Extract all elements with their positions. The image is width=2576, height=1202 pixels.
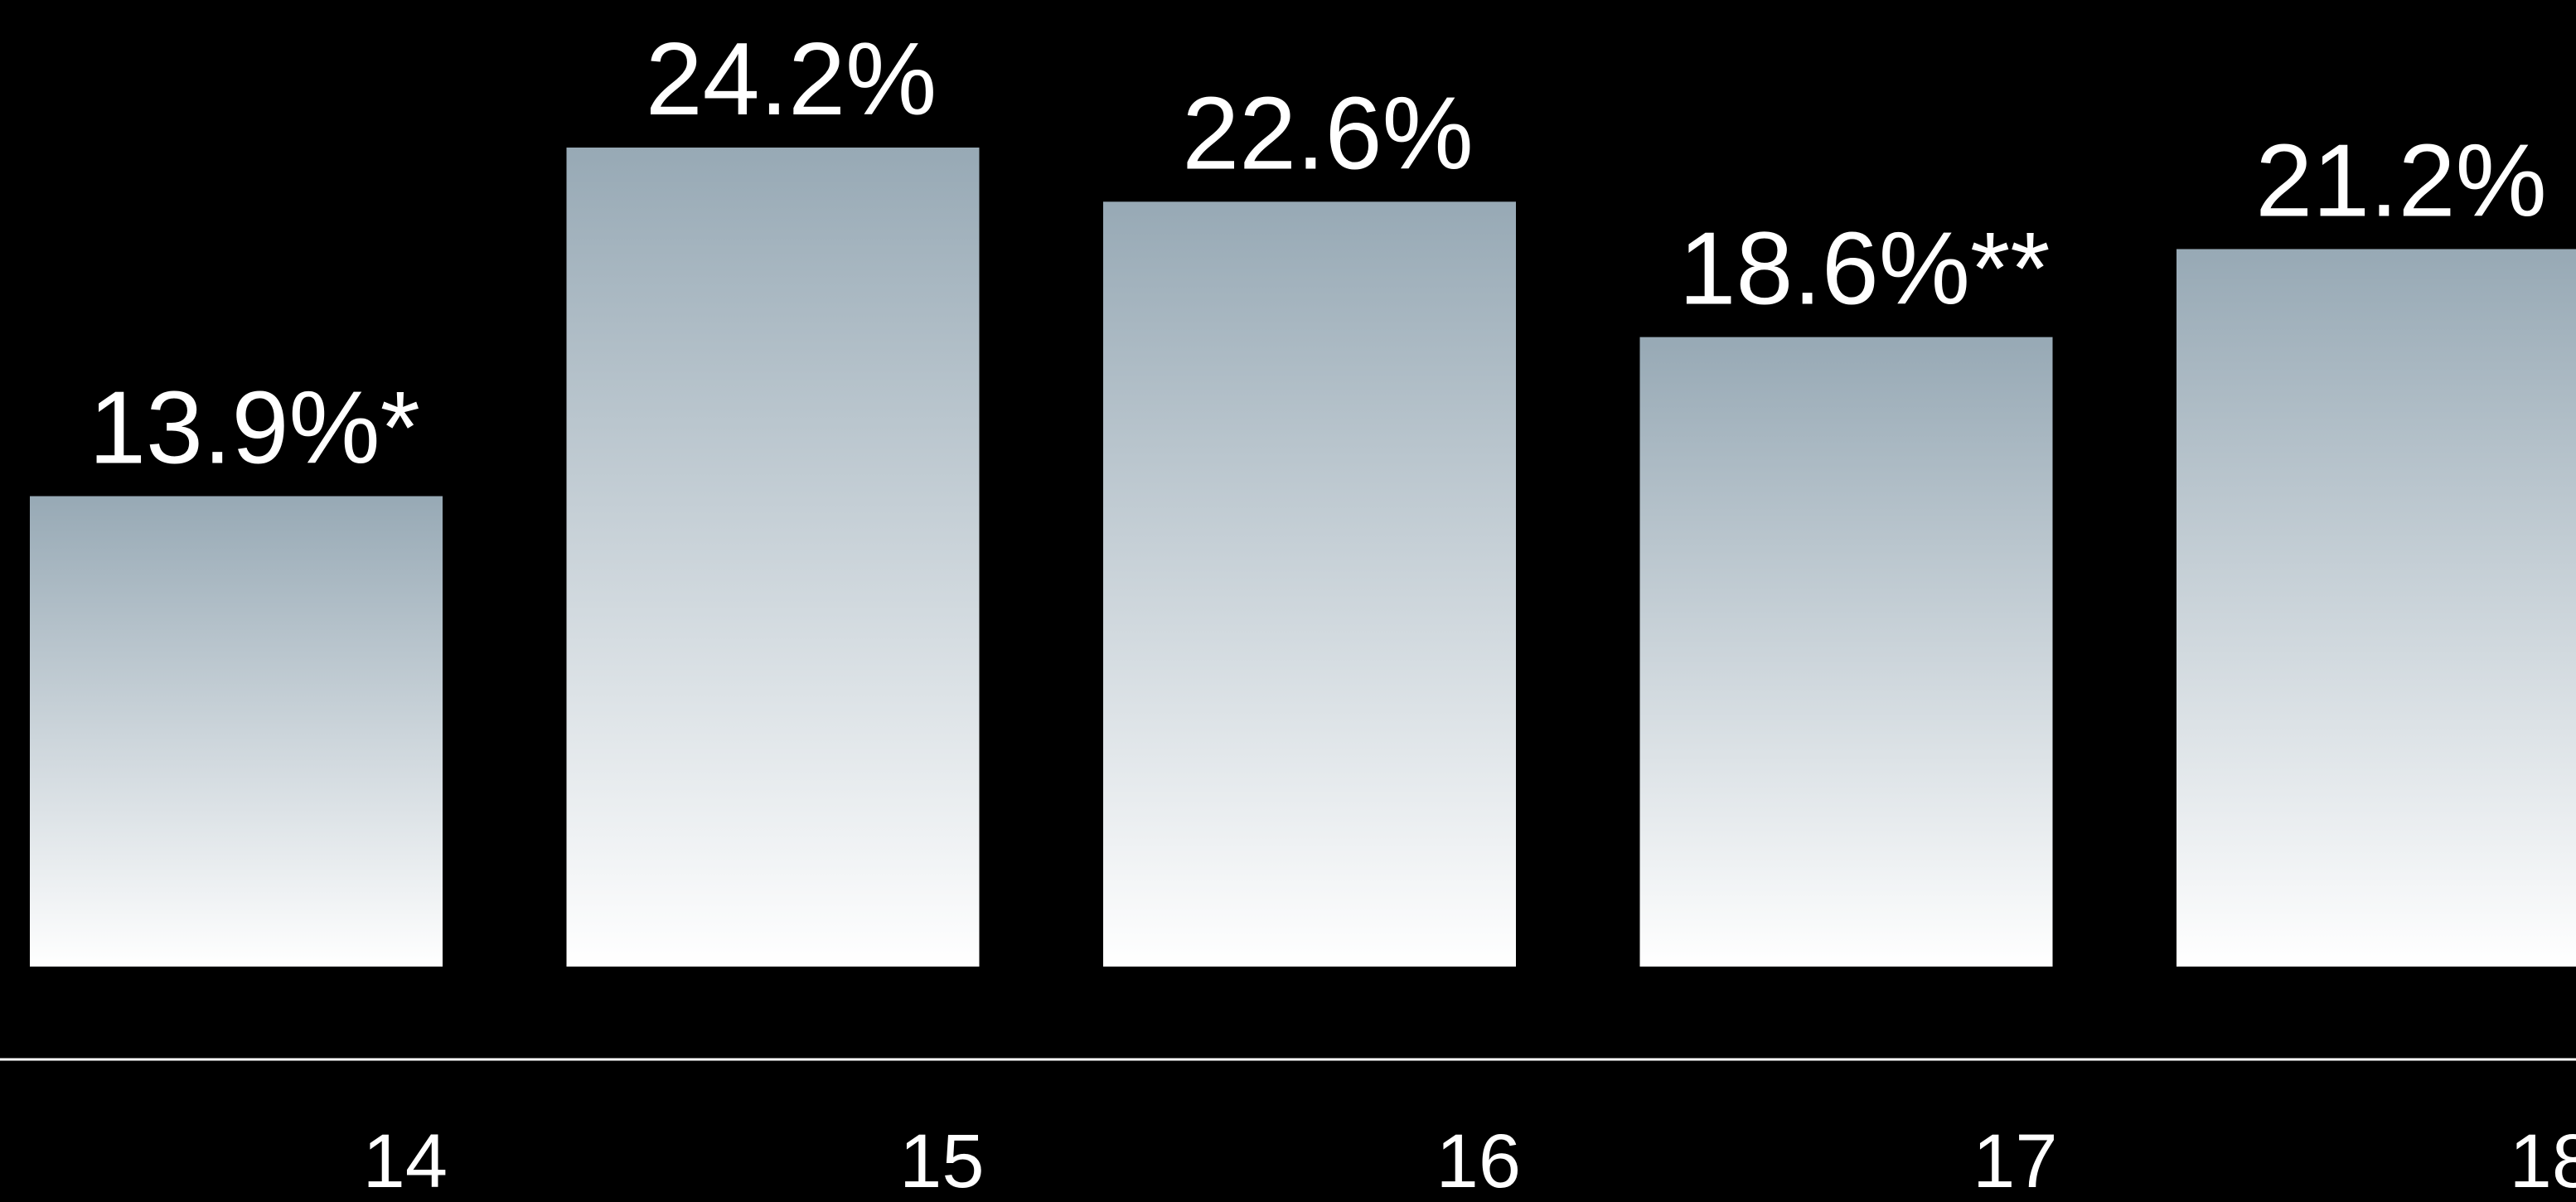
x-tick-14: 14 — [363, 1119, 448, 1202]
bar-17 — [1639, 337, 2053, 967]
data-label-16: 22.6% — [1182, 76, 1474, 191]
bar-16 — [1103, 201, 1516, 967]
x-tick-18: 18 — [2510, 1119, 2576, 1202]
bar-14 — [30, 496, 443, 967]
x-tick-16: 16 — [1436, 1119, 1521, 1202]
bar-18 — [2177, 249, 2576, 967]
data-label-18: 21.2% — [2255, 124, 2547, 238]
x-tick-labels: 14 15 16 17 18 — [363, 1119, 2576, 1202]
x-tick-15: 15 — [899, 1119, 984, 1202]
data-label-14: 13.9%* — [89, 371, 420, 486]
data-labels: 13.9%* 24.2% 22.6% 18.6%** 21.2% — [89, 22, 2547, 486]
data-label-15: 24.2% — [646, 22, 937, 137]
x-tick-17: 17 — [1973, 1119, 2057, 1202]
bar-15 — [566, 148, 980, 967]
bars — [30, 148, 2576, 967]
data-label-17: 18.6%** — [1678, 212, 2050, 327]
